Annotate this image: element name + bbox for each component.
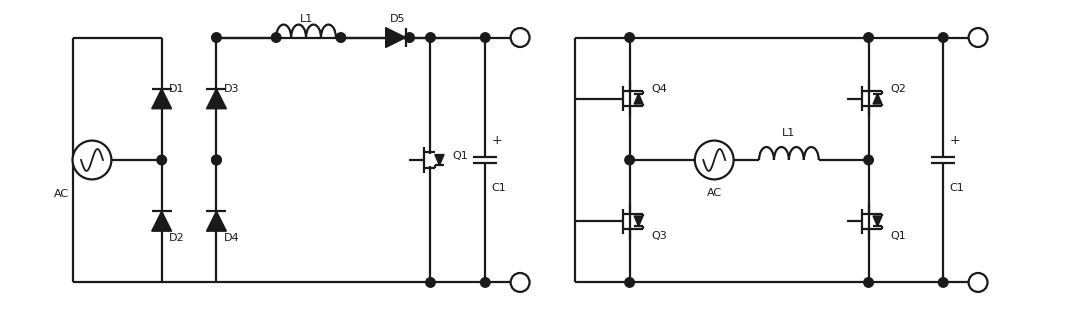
Polygon shape [873,216,882,226]
Text: D4: D4 [224,233,239,243]
Text: Q1: Q1 [453,151,468,161]
Circle shape [939,33,948,42]
Circle shape [157,155,166,165]
Circle shape [426,33,435,42]
Circle shape [864,155,874,165]
Circle shape [212,155,221,165]
Text: +: + [949,134,960,146]
Text: +: + [491,134,502,146]
Polygon shape [873,94,882,104]
Text: D1: D1 [168,84,185,94]
Circle shape [939,278,948,287]
Text: AC: AC [54,189,69,199]
Circle shape [426,278,435,287]
Text: L1: L1 [299,14,313,24]
Polygon shape [634,216,643,226]
Text: D3: D3 [224,84,239,94]
Text: Q4: Q4 [651,84,667,94]
Circle shape [271,33,281,42]
Polygon shape [151,89,172,109]
Text: Q2: Q2 [890,84,906,94]
Circle shape [625,33,634,42]
Circle shape [336,33,346,42]
Circle shape [212,155,221,165]
Circle shape [625,278,634,287]
Text: AC: AC [706,188,721,198]
Polygon shape [435,155,444,165]
Circle shape [481,278,490,287]
Circle shape [212,33,221,42]
Circle shape [969,28,987,47]
Circle shape [864,278,874,287]
Text: C1: C1 [949,183,964,193]
Circle shape [511,28,529,47]
Text: Q1: Q1 [890,231,906,241]
Polygon shape [206,89,227,109]
Text: D2: D2 [168,233,185,243]
Text: L1: L1 [782,128,796,138]
Text: D5: D5 [390,14,405,24]
Polygon shape [634,94,643,104]
Polygon shape [386,28,406,48]
Circle shape [625,155,634,165]
Circle shape [481,33,490,42]
Text: C1: C1 [491,183,505,193]
Text: Q3: Q3 [651,231,667,241]
Circle shape [72,140,111,180]
Circle shape [511,273,529,292]
Polygon shape [151,211,172,231]
Circle shape [405,33,415,42]
Circle shape [694,140,733,180]
Circle shape [969,273,987,292]
Circle shape [864,33,874,42]
Polygon shape [206,211,227,231]
